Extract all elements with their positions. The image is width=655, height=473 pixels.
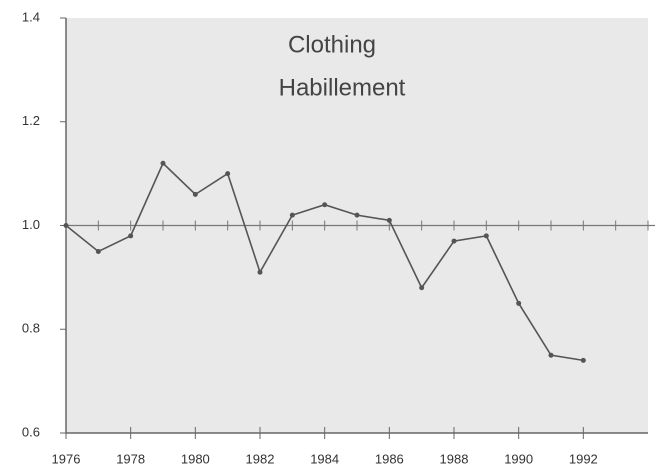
x-tick-label: 1978: [116, 451, 145, 466]
data-point: [580, 357, 586, 363]
data-point: [451, 238, 457, 244]
data-point: [257, 269, 263, 275]
x-tick-label: 1982: [246, 451, 275, 466]
data-point: [483, 233, 489, 239]
data-point: [160, 160, 166, 166]
x-tick-label: 1988: [440, 451, 469, 466]
x-tick-label: 1980: [181, 451, 210, 466]
x-tick-label: 1986: [375, 451, 404, 466]
data-point: [516, 300, 522, 306]
data-point: [192, 191, 198, 197]
y-tick-label: 1.4: [22, 9, 40, 24]
x-tick-label: 1990: [504, 451, 533, 466]
data-point: [63, 223, 69, 228]
data-point: [225, 171, 231, 177]
chart-title: Clothing: [288, 31, 376, 58]
data-point: [95, 248, 101, 254]
x-tick-label: 1976: [52, 451, 81, 466]
y-tick-label: 0.8: [22, 321, 40, 336]
data-point: [128, 233, 134, 239]
y-tick-label: 1.0: [22, 217, 40, 232]
data-point: [289, 212, 295, 218]
data-point: [548, 352, 554, 358]
x-tick-label: 1992: [569, 451, 598, 466]
y-tick-label: 1.2: [22, 113, 40, 128]
data-point: [386, 217, 392, 223]
chart-subtitle: Habillement: [279, 74, 406, 101]
data-point: [322, 202, 328, 208]
x-tick-label: 1984: [310, 451, 339, 466]
y-tick-label: 0.6: [22, 424, 40, 439]
data-point: [419, 285, 425, 291]
data-point: [354, 212, 360, 218]
